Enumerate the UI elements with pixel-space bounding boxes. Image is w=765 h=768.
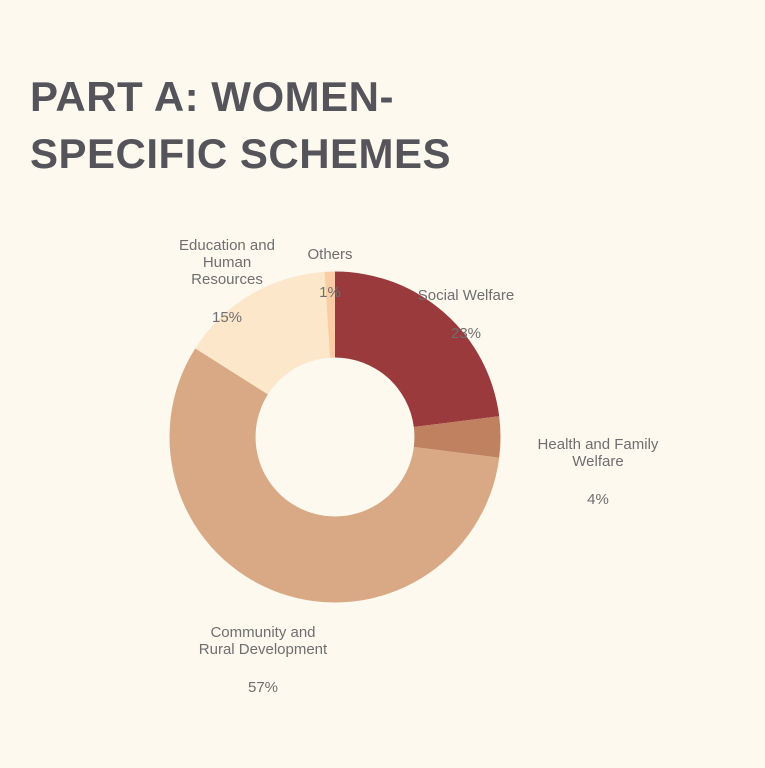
- page-title: PART A: WOMEN- SPECIFIC SCHEMES: [30, 73, 452, 178]
- slice-label-value: 23%: [450, 325, 482, 342]
- slice-label-social-welfare: Social Welfare 23%: [418, 270, 514, 359]
- slice-label-value: 4%: [587, 491, 609, 508]
- slice-label-name: Health and Family Welfare: [537, 436, 659, 470]
- slice-label-value: 1%: [319, 284, 341, 301]
- donut-slice-social-welfare: [335, 271, 500, 428]
- slice-label-name: Others: [307, 246, 353, 263]
- donut-slice-community-and-rural-development: [169, 348, 500, 603]
- slice-label-value: 15%: [211, 309, 243, 326]
- slice-label-community-rural-development: Community and Rural Development 57%: [199, 607, 327, 713]
- slice-label-education-human-resources: Education and Human Resources 15%: [179, 220, 275, 343]
- donut-slice-education-and-human-resources: [195, 271, 331, 395]
- donut-slice-others: [324, 271, 335, 358]
- slice-label-health-family-welfare: Health and Family Welfare 4%: [515, 419, 682, 525]
- donut-slice-health-and-family-welfare: [413, 416, 501, 458]
- slice-label-others: Others 1%: [307, 229, 352, 318]
- slice-label-value: 57%: [247, 679, 279, 696]
- slice-label-name: Community and Rural Development: [198, 624, 328, 658]
- slice-label-name: Social Welfare: [417, 287, 515, 304]
- slice-label-name: Education and Human Resources: [179, 237, 275, 288]
